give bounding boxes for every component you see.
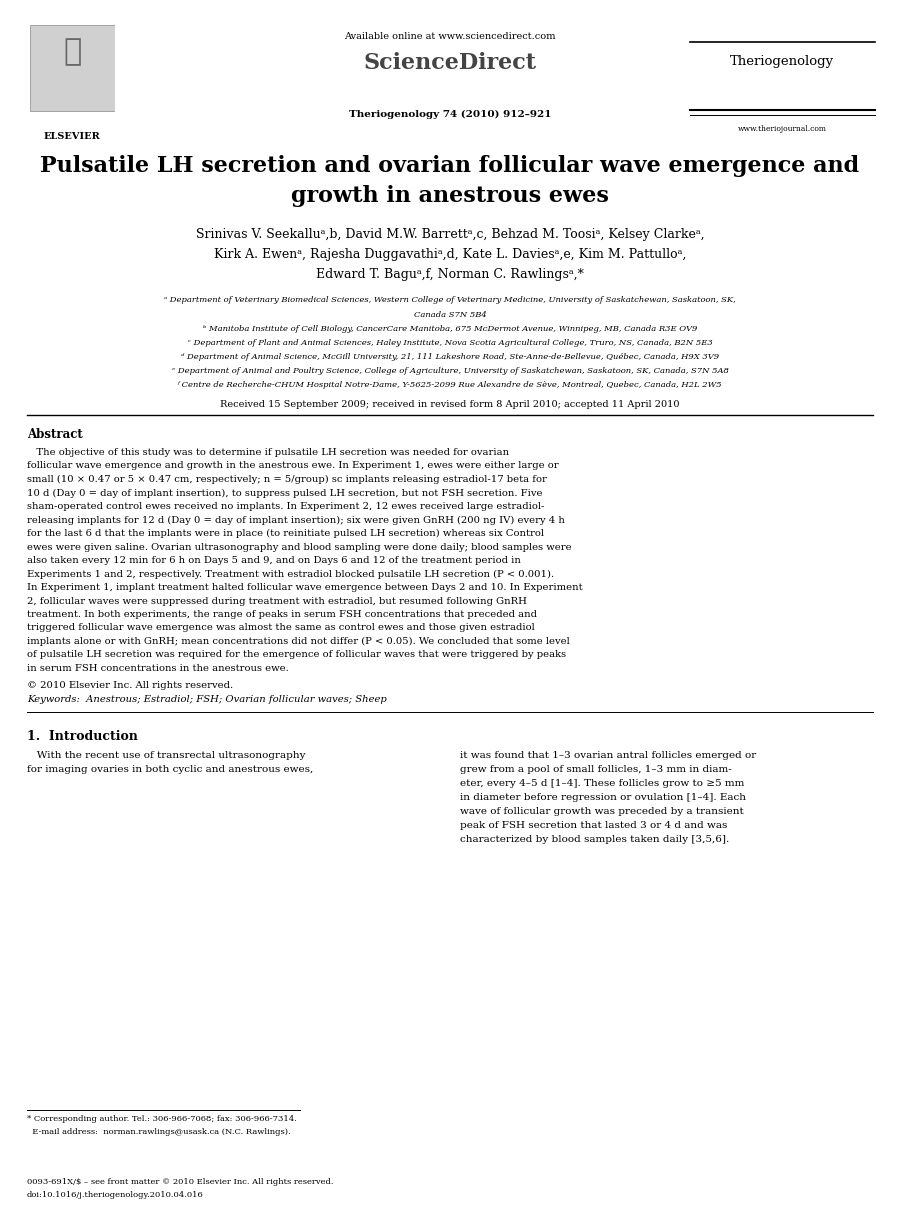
- Text: ᶜ Department of Plant and Animal Sciences, Haley Institute, Nova Scotia Agricult: ᶜ Department of Plant and Animal Science…: [187, 339, 713, 347]
- Text: Received 15 September 2009; received in revised form 8 April 2010; accepted 11 A: Received 15 September 2009; received in …: [220, 400, 680, 410]
- Text: treatment. In both experiments, the range of peaks in serum FSH concentrations t: treatment. In both experiments, the rang…: [27, 610, 537, 619]
- Text: follicular wave emergence and growth in the anestrous ewe. In Experiment 1, ewes: follicular wave emergence and growth in …: [27, 461, 559, 471]
- Text: growth in anestrous ewes: growth in anestrous ewes: [291, 184, 609, 207]
- Text: in serum FSH concentrations in the anestrous ewe.: in serum FSH concentrations in the anest…: [27, 664, 289, 673]
- Text: for imaging ovaries in both cyclic and anestrous ewes,: for imaging ovaries in both cyclic and a…: [27, 765, 313, 775]
- Text: peak of FSH secretion that lasted 3 or 4 d and was: peak of FSH secretion that lasted 3 or 4…: [460, 822, 727, 830]
- Text: ᵈ Department of Animal Science, McGill University, 21, 111 Lakeshore Road, Ste-A: ᵈ Department of Animal Science, McGill U…: [181, 353, 719, 360]
- Text: implants alone or with GnRH; mean concentrations did not differ (P < 0.05). We c: implants alone or with GnRH; mean concen…: [27, 637, 570, 646]
- Text: www.theriojournal.com: www.theriojournal.com: [737, 125, 826, 133]
- Text: Pulsatile LH secretion and ovarian follicular wave emergence and: Pulsatile LH secretion and ovarian folli…: [40, 155, 859, 177]
- Text: In Experiment 1, implant treatment halted follicular wave emergence between Days: In Experiment 1, implant treatment halte…: [27, 583, 582, 592]
- Text: 1.  Introduction: 1. Introduction: [27, 729, 138, 743]
- Text: triggered follicular wave emergence was almost the same as control ewes and thos: triggered follicular wave emergence was …: [27, 624, 535, 632]
- Text: for the last 6 d that the implants were in place (to reinitiate pulsed LH secret: for the last 6 d that the implants were …: [27, 529, 544, 539]
- Text: ELSEVIER: ELSEVIER: [43, 132, 101, 141]
- Text: E-mail address:  norman.rawlings@usask.ca (N.C. Rawlings).: E-mail address: norman.rawlings@usask.ca…: [27, 1128, 291, 1137]
- Text: 10 d (Day 0 = day of implant insertion), to suppress pulsed LH secretion, but no: 10 d (Day 0 = day of implant insertion),…: [27, 488, 543, 498]
- Text: * Corresponding author. Tel.: 306-966-7068; fax: 306-966-7314.: * Corresponding author. Tel.: 306-966-70…: [27, 1116, 297, 1123]
- Text: Theriogenology: Theriogenology: [730, 55, 834, 68]
- Text: also taken every 12 min for 6 h on Days 5 and 9, and on Days 6 and 12 of the tre: also taken every 12 min for 6 h on Days …: [27, 556, 521, 565]
- Text: in diameter before regression or ovulation [1–4]. Each: in diameter before regression or ovulati…: [460, 793, 746, 802]
- Bar: [30, 25, 115, 111]
- Text: ScienceDirect: ScienceDirect: [364, 52, 536, 74]
- Text: Edward T. Baguᵃ,f, Norman C. Rawlingsᵃ,*: Edward T. Baguᵃ,f, Norman C. Rawlingsᵃ,*: [316, 268, 584, 280]
- Text: it was found that 1–3 ovarian antral follicles emerged or: it was found that 1–3 ovarian antral fol…: [460, 752, 756, 760]
- Text: Srinivas V. Seekalluᵃ,b, David M.W. Barrettᵃ,c, Behzad M. Toosiᵃ, Kelsey Clarkeᵃ: Srinivas V. Seekalluᵃ,b, David M.W. Barr…: [195, 228, 705, 241]
- Text: Theriogenology 74 (2010) 912–921: Theriogenology 74 (2010) 912–921: [349, 109, 551, 119]
- Text: sham-operated control ewes received no implants. In Experiment 2, 12 ewes receiv: sham-operated control ewes received no i…: [27, 502, 544, 510]
- Text: © 2010 Elsevier Inc. All rights reserved.: © 2010 Elsevier Inc. All rights reserved…: [27, 680, 233, 690]
- Text: Kirk A. Ewenᵃ, Rajesha Duggavathiᵃ,d, Kate L. Daviesᵃ,e, Kim M. Pattulloᵃ,: Kirk A. Ewenᵃ, Rajesha Duggavathiᵃ,d, Ka…: [214, 248, 686, 261]
- Text: Canada S7N 5B4: Canada S7N 5B4: [414, 311, 486, 319]
- Text: ewes were given saline. Ovarian ultrasonography and blood sampling were done dai: ewes were given saline. Ovarian ultrason…: [27, 542, 572, 551]
- Text: Keywords:  Anestrous; Estradiol; FSH; Ovarian follicular waves; Sheep: Keywords: Anestrous; Estradiol; FSH; Ova…: [27, 695, 387, 705]
- Text: eter, every 4–5 d [1–4]. These follicles grow to ≥5 mm: eter, every 4–5 d [1–4]. These follicles…: [460, 780, 744, 788]
- Text: ᶠ Centre de Recherche-CHUM Hospital Notre-Dame, Y-5625-2099 Rue Alexandre de Sèv: ᶠ Centre de Recherche-CHUM Hospital Notr…: [177, 381, 723, 389]
- Text: 2, follicular waves were suppressed during treatment with estradiol, but resumed: 2, follicular waves were suppressed duri…: [27, 597, 526, 605]
- Text: Abstract: Abstract: [27, 428, 83, 442]
- Text: 0093-691X/$ – see front matter © 2010 Elsevier Inc. All rights reserved.: 0093-691X/$ – see front matter © 2010 El…: [27, 1178, 334, 1186]
- Text: of pulsatile LH secretion was required for the emergence of follicular waves tha: of pulsatile LH secretion was required f…: [27, 651, 566, 659]
- Text: grew from a pool of small follicles, 1–3 mm in diam-: grew from a pool of small follicles, 1–3…: [460, 765, 732, 775]
- Text: 🌳: 🌳: [63, 38, 82, 66]
- Text: ᵇ Manitoba Institute of Cell Biology, CancerCare Manitoba, 675 McDermot Avenue, : ᵇ Manitoba Institute of Cell Biology, Ca…: [202, 325, 698, 333]
- Text: Available online at www.sciencedirect.com: Available online at www.sciencedirect.co…: [344, 32, 556, 41]
- Text: releasing implants for 12 d (Day 0 = day of implant insertion); six were given G: releasing implants for 12 d (Day 0 = day…: [27, 515, 565, 525]
- Text: wave of follicular growth was preceded by a transient: wave of follicular growth was preceded b…: [460, 808, 743, 817]
- Text: ᵉ Department of Animal and Poultry Science, College of Agriculture, University o: ᵉ Department of Animal and Poultry Scien…: [172, 367, 728, 375]
- Text: The objective of this study was to determine if pulsatile LH secretion was neede: The objective of this study was to deter…: [27, 448, 509, 458]
- Text: doi:10.1016/j.theriogenology.2010.04.016: doi:10.1016/j.theriogenology.2010.04.016: [27, 1191, 203, 1199]
- Text: With the recent use of transrectal ultrasonography: With the recent use of transrectal ultra…: [27, 752, 305, 760]
- Text: characterized by blood samples taken daily [3,5,6].: characterized by blood samples taken dai…: [460, 835, 729, 845]
- Text: small (10 × 0.47 or 5 × 0.47 cm, respectively; n = 5/group) sc implants releasin: small (10 × 0.47 or 5 × 0.47 cm, respect…: [27, 475, 547, 485]
- Text: Experiments 1 and 2, respectively. Treatment with estradiol blocked pulsatile LH: Experiments 1 and 2, respectively. Treat…: [27, 569, 554, 578]
- Text: ᵃ Department of Veterinary Biomedical Sciences, Western College of Veterinary Me: ᵃ Department of Veterinary Biomedical Sc…: [164, 296, 736, 304]
